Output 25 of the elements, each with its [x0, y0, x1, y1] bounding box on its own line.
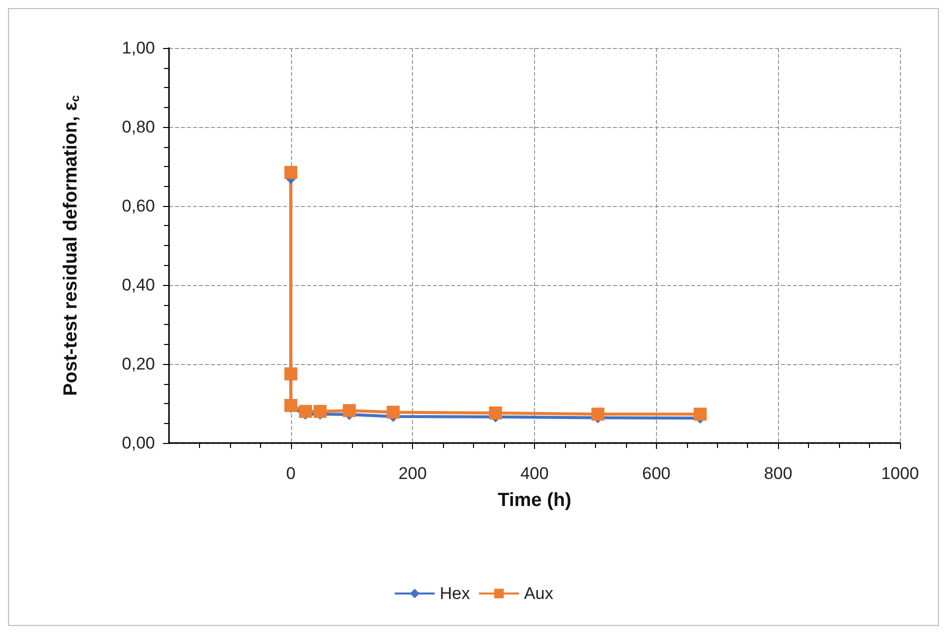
y-tick-label: 0,60	[122, 196, 155, 216]
point	[386, 406, 400, 419]
x-tick-label: 0	[286, 464, 296, 483]
point	[314, 404, 327, 418]
y-tick-label: 0,40	[122, 276, 155, 294]
point	[284, 166, 298, 179]
legend-label: Aux	[524, 584, 554, 603]
x-tick-label: 400	[520, 464, 549, 483]
x-tick-label: 600	[642, 464, 671, 483]
x-tick-label: 1000	[881, 464, 919, 483]
y-tick-label: 0,20	[122, 354, 155, 374]
y-tick-label: 0,80	[122, 118, 155, 136]
x-tick-label: 800	[764, 464, 792, 483]
y-tick-label: 0,00	[122, 434, 155, 452]
point	[342, 404, 356, 418]
x-axis-title: Time (h)	[498, 490, 572, 511]
point	[284, 398, 298, 412]
legend-label: Hex	[440, 584, 470, 603]
x-tick-label: 200	[398, 464, 427, 483]
y-axis-title: Post-test residual deformation, εc	[60, 94, 82, 396]
point	[284, 367, 298, 380]
point	[489, 406, 502, 420]
y-tick-label: 1,00	[122, 38, 155, 58]
point	[298, 404, 312, 418]
point	[694, 408, 707, 421]
